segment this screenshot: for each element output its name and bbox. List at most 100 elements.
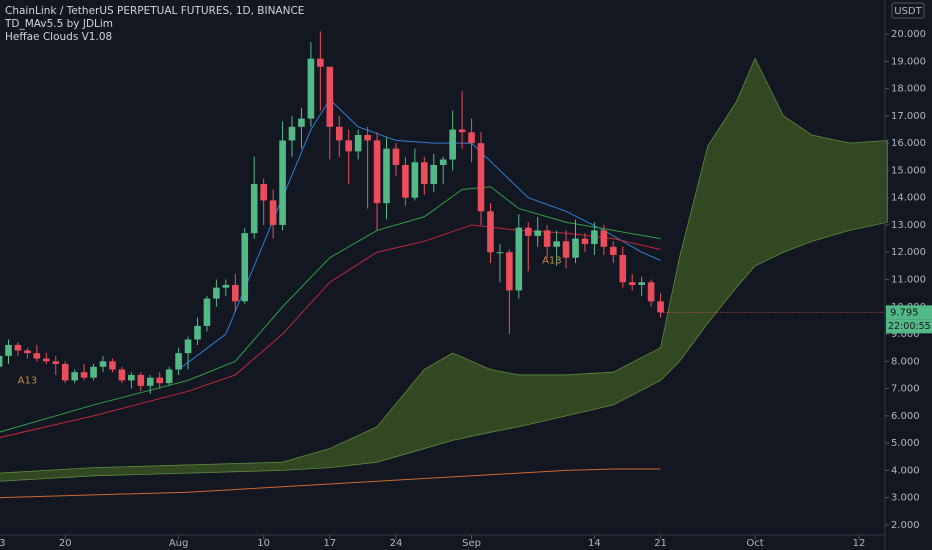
candle-body: [279, 140, 286, 225]
x-tick-label: Oct: [746, 538, 763, 549]
candle-body: [421, 162, 428, 185]
candle-body: [118, 369, 126, 381]
y-tick-label: 2.000: [891, 520, 920, 531]
candle-body: [628, 282, 636, 285]
y-tick-label: 16.000: [891, 138, 926, 149]
candle-body: [5, 344, 12, 356]
candle-body: [373, 140, 381, 204]
candle-body: [477, 143, 485, 212]
x-tick-label: 17: [323, 538, 336, 549]
annotation: A13: [18, 375, 38, 386]
candle-body: [156, 377, 164, 384]
candle-body: [61, 364, 69, 381]
y-tick-label: 20.000: [891, 29, 926, 40]
x-tick-label: Aug: [169, 538, 189, 549]
candle-body: [71, 372, 78, 381]
candle-body: [99, 361, 107, 367]
y-tick-label: 15.000: [891, 165, 926, 176]
candle-body: [543, 230, 551, 247]
last-price-label: 9.795: [890, 307, 919, 318]
candle-body: [90, 366, 97, 378]
indicator-label: TD_MAv5.5 by JDLim: [4, 18, 113, 30]
candle-body: [468, 132, 475, 144]
candle-body: [638, 282, 645, 285]
countdown-badge: [886, 319, 932, 334]
candle-body: [288, 126, 296, 141]
candle-body: [307, 58, 315, 119]
candle-body: [496, 252, 504, 254]
candle-body: [572, 238, 579, 258]
candle-body: [33, 353, 41, 359]
y-tick-label: 13.000: [891, 220, 926, 231]
candle-body: [194, 325, 201, 340]
candle-body: [128, 374, 135, 381]
candle-body: [354, 134, 362, 152]
y-tick-label: 3.000: [891, 493, 920, 504]
y-tick-label: 14.000: [891, 193, 926, 204]
candle-body: [298, 118, 305, 127]
y-tick-label: 12.000: [891, 247, 926, 258]
y-tick-label: 11.000: [891, 274, 926, 285]
candle-body: [80, 372, 88, 378]
candle-body: [553, 241, 560, 247]
x-tick-label: Sep: [462, 538, 481, 549]
candle-body: [52, 361, 60, 365]
candle-body: [581, 238, 589, 245]
y-tick-label: 7.000: [891, 384, 920, 395]
y-tick-label: 17.000: [891, 111, 926, 122]
candle-body: [213, 287, 220, 299]
y-tick-label: 4.000: [891, 465, 920, 476]
candle-body: [610, 246, 617, 255]
candle-body: [449, 129, 456, 160]
candle-body: [392, 148, 400, 165]
candle-body: [250, 184, 258, 234]
x-tick-label: 13: [0, 538, 5, 549]
candle-body: [657, 301, 664, 313]
candle-body: [109, 361, 116, 370]
moving-average: [0, 468, 661, 499]
y-tick-label: 18.000: [891, 84, 926, 95]
cloud: [0, 57, 888, 482]
x-tick-label: 24: [390, 538, 403, 549]
candle-body: [487, 211, 494, 253]
x-tick-label: 20: [59, 538, 72, 549]
countdown-label: 22:00:55: [888, 321, 931, 332]
candle-body: [383, 148, 390, 204]
y-tick-label: 19.000: [891, 56, 926, 67]
candle-body: [24, 350, 31, 354]
candle-body: [137, 374, 145, 386]
candle-body: [458, 129, 466, 133]
candle-body: [0, 355, 3, 367]
candle-body: [647, 282, 655, 302]
plot-area: A13 A13: [0, 31, 888, 499]
x-tick-label: 12: [853, 538, 866, 549]
candle-body: [317, 58, 324, 67]
chart-title: ChainLink / TetherUS PERPETUAL FUTURES, …: [5, 5, 304, 17]
last-price-badge: [886, 305, 932, 320]
x-tick-label: 14: [588, 538, 601, 549]
y-tick-label: 6.000: [891, 411, 920, 422]
candle-body: [241, 233, 249, 302]
candle-body: [506, 252, 513, 291]
candle-body: [430, 164, 438, 185]
candle-body: [411, 162, 419, 198]
candle-body: [203, 298, 211, 326]
candle-body: [231, 284, 239, 302]
candle-body: [562, 241, 570, 258]
y-tick-label: 9.000: [891, 329, 920, 340]
moving-average: [178, 98, 661, 370]
x-tick-label: 10: [257, 538, 270, 549]
candle-body: [364, 134, 371, 141]
candle-body: [335, 126, 343, 141]
x-tick-label: 21: [654, 538, 667, 549]
candle-body: [165, 369, 173, 384]
candle-body: [515, 227, 523, 291]
currency-badge[interactable]: [891, 2, 925, 19]
candle-body: [534, 230, 542, 236]
candle-body: [326, 66, 334, 127]
candle-body: [222, 284, 230, 288]
candle-body: [345, 140, 353, 152]
annotation: A13: [542, 255, 562, 266]
candle-body: [146, 377, 154, 386]
